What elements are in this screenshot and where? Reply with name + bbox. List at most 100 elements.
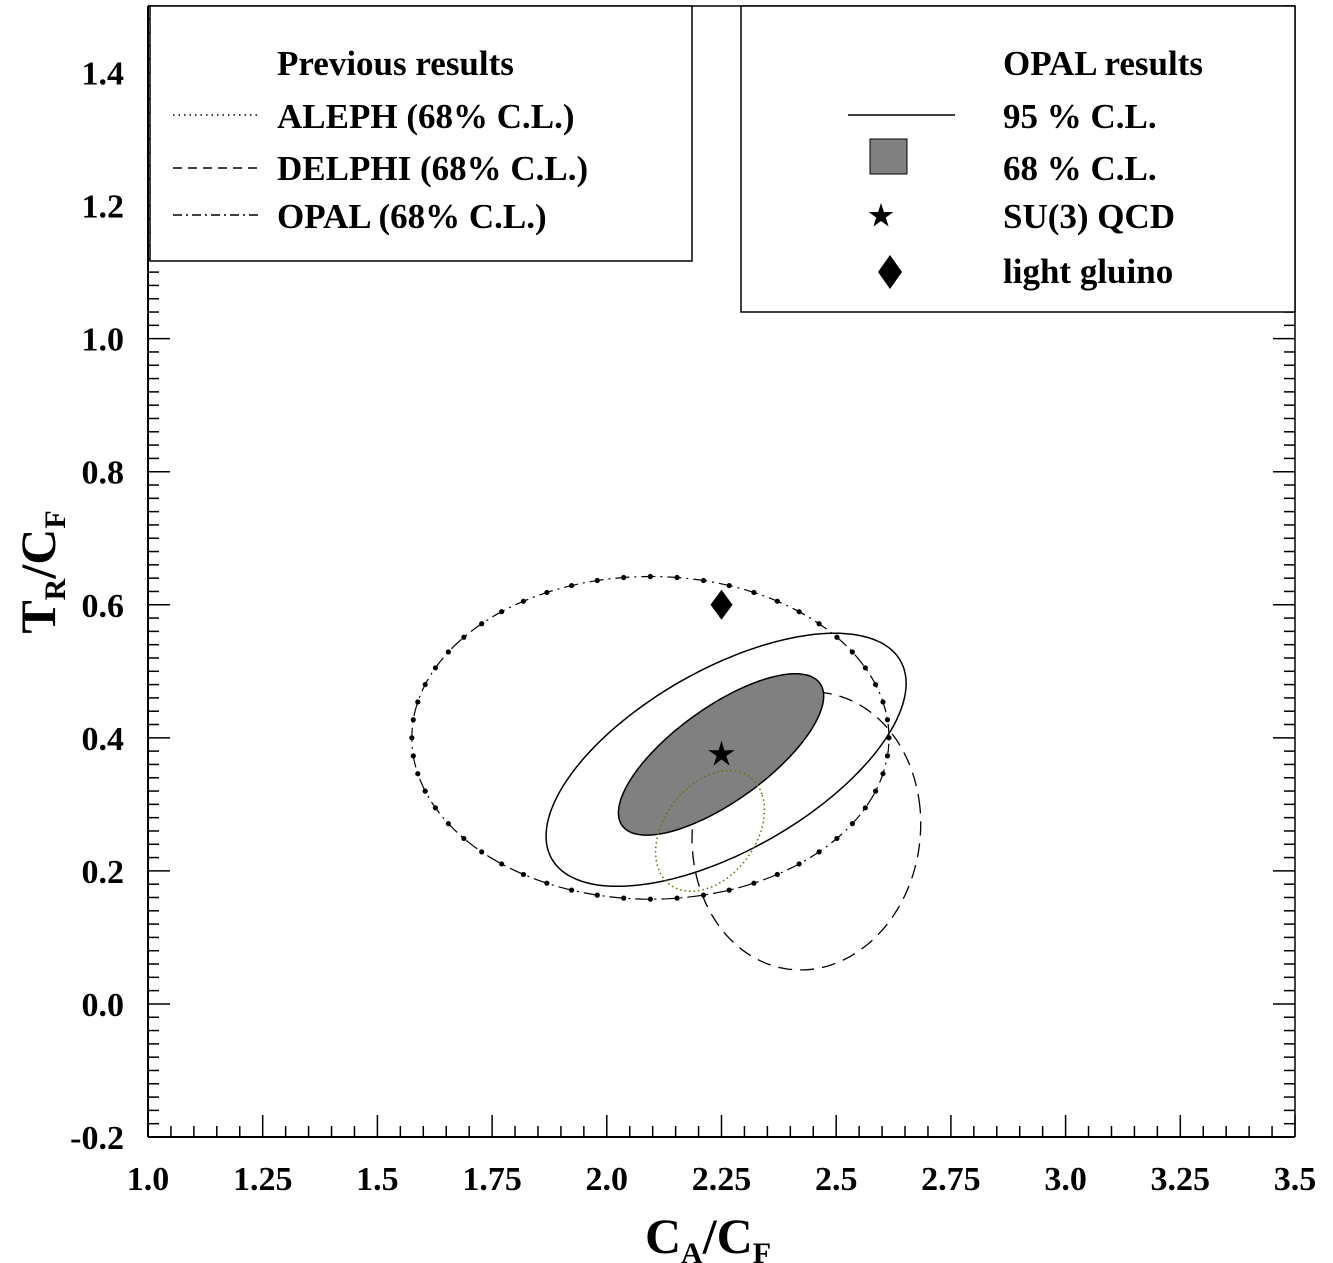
x-tick-label: 2.0: [586, 1161, 629, 1198]
y-tick-label: 0.4: [82, 721, 125, 758]
contours: [409, 573, 922, 971]
legend-opal-results: OPAL results 95 % C.L. 68 % C.L. SU(3) Q…: [740, 5, 1296, 313]
contour-dot: [461, 835, 467, 842]
legend-aleph-label: ALEPH (68% C.L.): [277, 97, 575, 136]
contour-dot: [415, 699, 421, 705]
contour-dot: [674, 895, 680, 901]
contour-dot: [700, 892, 707, 898]
legend-opal-title: OPAL results: [1003, 44, 1203, 83]
contour-dot: [594, 892, 600, 898]
contour-dot: [796, 609, 802, 615]
y-tick-label: 1.2: [82, 189, 125, 226]
contour-dot: [410, 753, 416, 759]
y-tick-label: 1.4: [82, 56, 125, 93]
x-tick-label: 2.5: [815, 1161, 858, 1198]
contour-dot: [568, 582, 575, 589]
legend-95-label: 95 % C.L.: [1003, 97, 1157, 136]
contour-dot: [568, 887, 575, 893]
contour-dot: [445, 649, 451, 655]
contour-dot: [862, 665, 868, 671]
contour-dot: [849, 649, 855, 655]
contour-dot: [884, 753, 891, 759]
x-tick-label: 1.25: [233, 1161, 293, 1198]
contour-dot: [849, 821, 855, 827]
contour-dot: [700, 577, 707, 584]
contour-dot: [410, 717, 416, 723]
su3-qcd-point: [708, 740, 735, 766]
x-tick-label: 3.25: [1151, 1161, 1211, 1198]
y-tick-label: 1.0: [82, 322, 125, 359]
legend-previous-title: Previous results: [277, 44, 514, 83]
tick-labels: 1.0 1.25 1.5 1.75 2.0 2.25 2.5 2.75 3.0 3.25 3.5 -0…: [70, 56, 1316, 1198]
contour-dashed: [691, 691, 922, 971]
contour-dot: [862, 805, 868, 811]
legend-previous-results: Previous results ALEPH (68% C.L.) DELPHI…: [149, 5, 693, 262]
contour-dot: [621, 574, 627, 581]
y-tick-label: 0.8: [82, 455, 125, 492]
x-tick-label: 1.0: [127, 1161, 170, 1198]
contour-dot: [726, 887, 732, 893]
legend-gluino-label: light gluino: [1003, 252, 1173, 291]
contour-dot: [544, 589, 550, 596]
contour-dot: [461, 634, 467, 640]
contour-dot: [872, 681, 879, 688]
contour-dot: [499, 609, 505, 615]
contour-dot: [432, 805, 439, 811]
contour-dot: [674, 574, 680, 581]
contour-dot: [422, 681, 428, 688]
legend-su3-label: SU(3) QCD: [1003, 197, 1175, 236]
legend-previous-box: [149, 5, 693, 262]
contour-dot: [647, 896, 653, 902]
contour-solid: [545, 632, 907, 888]
axis-titles: CA/CF TR/CF: [10, 510, 771, 1263]
contour-dot: [816, 849, 822, 855]
contour-dot: [834, 835, 840, 842]
contour-dot: [884, 717, 891, 723]
contour-dot: [834, 634, 840, 640]
light-gluino-point: [710, 589, 733, 620]
markers: [708, 589, 735, 766]
y-tick-label: -0.2: [70, 1120, 124, 1157]
y-tick-label: 0.2: [82, 854, 125, 891]
contour-dot: [751, 589, 757, 596]
y-axis-title: TR/CF: [10, 510, 72, 633]
contour-dot: [409, 735, 415, 741]
contour-dot: [647, 573, 653, 580]
contour-dot: [880, 699, 886, 705]
legend-68-swatch: [869, 138, 908, 175]
contour-dot: [621, 895, 627, 901]
contour-dot: [479, 621, 485, 627]
legend-opal-box: [740, 5, 1296, 313]
x-tick-label: 3.5: [1274, 1161, 1317, 1198]
contour-dot: [880, 771, 886, 777]
contour-dot: [726, 582, 732, 589]
x-axis-title: CA/CF: [645, 1208, 771, 1263]
contour-dot: [594, 577, 600, 584]
x-tick-label: 1.75: [462, 1161, 522, 1198]
contour-dot: [796, 861, 802, 867]
legend-delphi-label: DELPHI (68% C.L.): [277, 149, 588, 188]
contour-dot: [415, 771, 421, 777]
contour-dot: [432, 665, 439, 671]
contour-dot: [774, 598, 780, 604]
y-tick-label: 0.0: [82, 987, 125, 1024]
x-tick-label: 1.5: [356, 1161, 399, 1198]
legend-diamond-icon: [878, 255, 902, 289]
contour-dot: [422, 788, 428, 794]
legend-star-icon: [868, 203, 894, 227]
x-tick-label: 2.75: [921, 1161, 981, 1198]
contour-dot: [520, 598, 527, 604]
contour-dot: [499, 861, 505, 867]
x-tick-label: 2.25: [692, 1161, 752, 1198]
contour-dot: [816, 621, 822, 627]
contour-dot: [520, 871, 527, 878]
contour-dot: [479, 849, 485, 855]
contour-dot: [872, 788, 879, 794]
contour-dot: [544, 880, 550, 886]
contour-dot: [774, 871, 780, 878]
legend-68-label: 68 % C.L.: [1003, 149, 1157, 188]
x-tick-label: 3.0: [1044, 1161, 1087, 1198]
contour-dot: [751, 880, 757, 886]
legend-opal-prev-label: OPAL (68% C.L.): [277, 197, 547, 236]
